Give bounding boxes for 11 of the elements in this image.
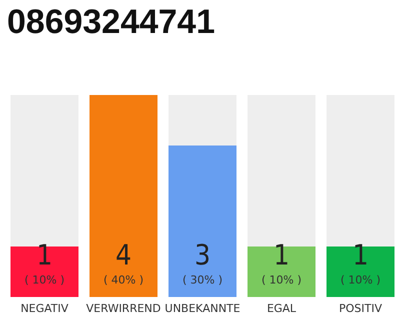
x-tick-label: VERWIRREND (86, 302, 161, 315)
data-label: 4 ( 40% ) (103, 238, 144, 286)
x-tick-label: EGAL (266, 302, 297, 315)
chart-title: 08693244741 (7, 3, 216, 41)
data-label: 3 ( 30% ) (182, 238, 223, 286)
data-label: 1 ( 10% ) (340, 238, 381, 286)
x-tick-label: POSITIV (338, 302, 382, 315)
x-tick-label: UNBEKANNTE (164, 302, 240, 315)
data-label: 1 ( 10% ) (261, 238, 302, 286)
x-tick-label: NEGATIV (20, 302, 69, 315)
data-label: 1 ( 10% ) (24, 238, 65, 286)
